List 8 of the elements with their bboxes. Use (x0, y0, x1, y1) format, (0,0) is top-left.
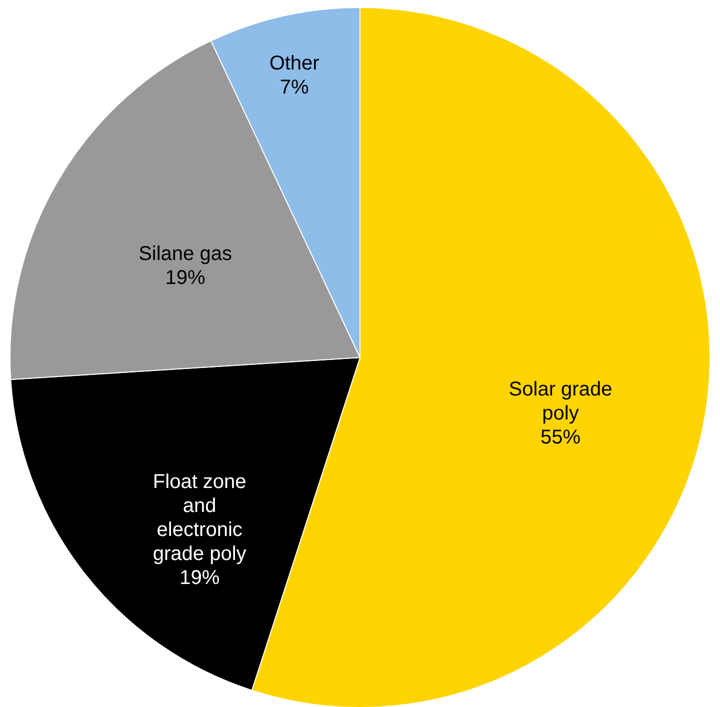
data-label: 7% (280, 76, 310, 99)
slice-label: Silane gas (138, 243, 232, 266)
slice-label: Other (269, 52, 320, 75)
data-label: 19% (165, 267, 206, 290)
slice-label: Solar grade poly (508, 378, 612, 424)
slice-label: Float zone and electronic grade poly (152, 470, 246, 565)
data-label: 55% (540, 426, 581, 448)
data-label: 19% (180, 566, 220, 589)
